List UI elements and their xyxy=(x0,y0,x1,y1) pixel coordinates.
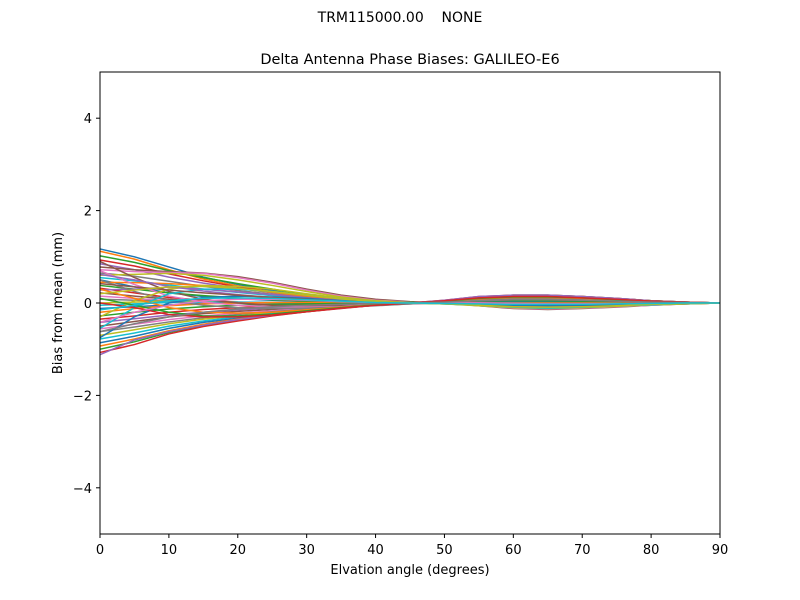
series-lines xyxy=(99,248,721,356)
x-tick-label: 0 xyxy=(96,543,104,558)
x-tick-label: 20 xyxy=(230,543,247,558)
x-tick-label: 70 xyxy=(574,543,591,558)
y-tick-label: −2 xyxy=(73,389,92,404)
x-axis: 0 10 20 30 40 50 60 70 80 90 xyxy=(96,534,728,558)
x-tick-label: 50 xyxy=(436,543,453,558)
series-line xyxy=(99,297,720,311)
x-tick-label: 60 xyxy=(505,543,522,558)
x-axis-label: Elvation angle (degrees) xyxy=(330,563,489,578)
y-tick-label: 4 xyxy=(84,112,92,127)
x-tick-label: 30 xyxy=(298,543,315,558)
x-tick-label: 40 xyxy=(367,543,384,558)
chart-title: Delta Antenna Phase Biases: GALILEO-E6 xyxy=(260,52,559,68)
x-tick-label: 90 xyxy=(712,543,729,558)
y-axis-label: Bias from mean (mm) xyxy=(51,232,66,374)
y-tick-label: −4 xyxy=(73,482,92,497)
x-tick-label: 10 xyxy=(161,543,178,558)
figure-suptitle: TRM115000.00 NONE xyxy=(317,10,483,26)
y-axis: −4 −2 0 2 4 xyxy=(73,112,100,497)
y-tick-label: 0 xyxy=(84,297,92,312)
x-tick-label: 80 xyxy=(643,543,660,558)
y-tick-label: 2 xyxy=(84,205,92,220)
